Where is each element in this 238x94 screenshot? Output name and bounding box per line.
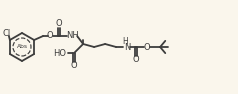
Text: O: O	[47, 31, 54, 41]
Text: O: O	[56, 19, 62, 28]
Text: NH: NH	[66, 31, 79, 41]
Text: HO: HO	[53, 49, 66, 58]
Text: Abs: Abs	[16, 44, 28, 50]
Text: O: O	[144, 42, 150, 52]
Text: O: O	[71, 61, 77, 69]
Text: O: O	[133, 55, 139, 64]
Text: N: N	[124, 42, 131, 52]
Text: Cl: Cl	[3, 30, 11, 39]
Text: H: H	[122, 38, 128, 47]
